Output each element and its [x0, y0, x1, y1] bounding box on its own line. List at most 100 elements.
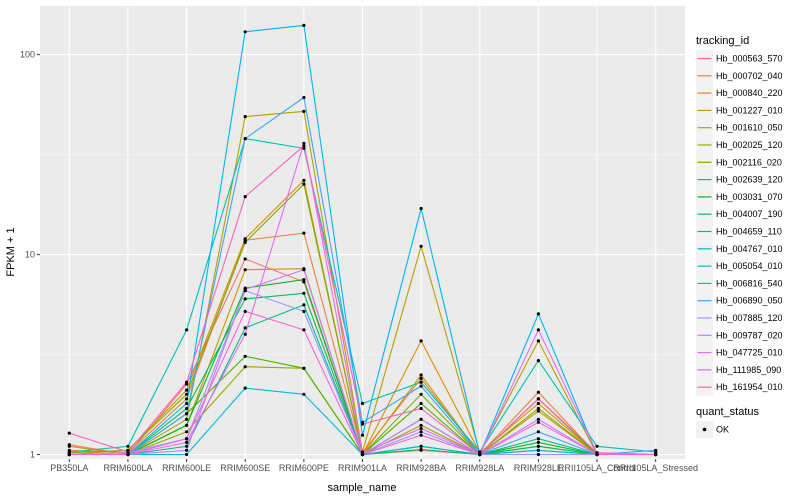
legend-label: Hb_000840_220 — [716, 88, 783, 98]
data-point — [67, 450, 71, 454]
data-point — [302, 109, 306, 113]
data-point — [243, 354, 247, 358]
legend-title: tracking_id — [696, 35, 749, 47]
data-point — [302, 182, 306, 186]
legend: tracking_id Hb_000563_570Hb_000702_040Hb… — [696, 35, 783, 438]
legend-label: Hb_001610_050 — [716, 123, 783, 133]
data-point — [536, 409, 541, 413]
x-tick-label: RRIM600LE — [162, 463, 211, 473]
legend-label: Hb_000563_570 — [716, 54, 783, 64]
x-axis-title: sample_name — [327, 482, 396, 494]
data-point — [185, 448, 189, 452]
data-point — [243, 30, 247, 34]
x-tick-label: RRIM600PE — [279, 463, 329, 473]
y-axis-title: FPKM + 1 — [5, 227, 17, 276]
y-tick-label: 1 — [30, 450, 35, 460]
data-point — [419, 417, 423, 421]
data-point — [360, 452, 365, 457]
legend-label: Hb_002116_020 — [716, 157, 782, 167]
data-point — [185, 430, 189, 434]
data-point — [243, 195, 247, 199]
data-point — [302, 146, 306, 150]
data-point — [419, 426, 423, 431]
data-point — [243, 332, 247, 336]
data-point — [302, 178, 306, 182]
data-point — [126, 444, 130, 448]
data-point — [419, 433, 423, 437]
data-point — [302, 328, 306, 332]
data-point — [419, 423, 423, 427]
point-legend-marker — [702, 427, 707, 432]
data-point — [302, 278, 306, 282]
data-point — [185, 444, 189, 448]
data-point — [419, 447, 423, 452]
data-point — [536, 406, 541, 411]
data-point — [185, 406, 189, 411]
data-point — [302, 141, 306, 145]
data-point — [67, 452, 71, 457]
data-point — [243, 309, 247, 313]
data-point — [536, 420, 541, 424]
legend-label: Hb_111985_090 — [716, 365, 781, 375]
data-point — [360, 433, 365, 437]
data-point — [302, 23, 306, 27]
data-point — [536, 430, 541, 434]
data-point — [419, 244, 423, 248]
data-point — [419, 444, 423, 448]
data-point — [185, 328, 189, 332]
data-point — [185, 437, 189, 441]
data-point — [419, 339, 423, 343]
data-point — [536, 417, 541, 421]
data-point — [185, 452, 189, 457]
y-tick-label: 10 — [25, 250, 35, 260]
legend-label: Hb_006816_540 — [716, 278, 783, 288]
data-point — [243, 240, 247, 244]
data-point — [536, 437, 541, 441]
data-point — [595, 451, 599, 455]
data-point — [478, 450, 482, 454]
data-point — [243, 237, 247, 241]
series-points — [67, 23, 658, 457]
data-point — [302, 231, 306, 235]
data-point — [419, 384, 423, 388]
data-point — [185, 401, 189, 406]
data-point — [419, 376, 423, 381]
data-point — [126, 452, 130, 457]
data-point — [654, 448, 658, 452]
data-point — [536, 448, 541, 452]
data-point — [536, 440, 541, 444]
legend-label: Hb_005054_010 — [716, 261, 783, 271]
y-axis-ticks: 1 10 100 — [20, 50, 40, 460]
legend-label: Hb_047725_010 — [716, 348, 783, 358]
legend-items: Hb_000563_570 Hb_000702_040 Hb_000840_220 H… — [696, 50, 783, 396]
legend-label: Hb_002639_120 — [716, 175, 783, 185]
data-point — [243, 268, 247, 272]
data-point — [243, 326, 247, 330]
data-point — [302, 95, 306, 100]
x-tick-label: RRII105LA_Stressed — [613, 463, 698, 473]
data-point — [536, 359, 541, 363]
data-point — [478, 452, 482, 457]
data-point — [185, 388, 189, 392]
data-point — [185, 412, 189, 416]
x-tick-label: RRIM901LA — [338, 463, 387, 473]
data-point — [185, 417, 189, 421]
data-point — [302, 144, 306, 148]
legend-label: Hb_004767_010 — [716, 244, 783, 254]
data-point — [243, 297, 247, 301]
data-point — [419, 380, 423, 384]
data-point — [185, 423, 189, 427]
data-point — [302, 303, 306, 307]
data-point — [419, 373, 423, 377]
legend-label: Hb_001227_010 — [716, 105, 783, 115]
point-legend-title: quant_status — [696, 406, 759, 418]
x-tick-label: RRII105LA_Control — [558, 463, 636, 473]
data-point — [185, 440, 189, 444]
data-point — [302, 268, 306, 272]
data-point — [536, 339, 541, 343]
legend-label: Hb_004659_110 — [716, 227, 782, 237]
data-point — [243, 386, 247, 390]
data-point — [185, 380, 189, 384]
data-point — [302, 392, 306, 396]
data-point — [536, 312, 541, 316]
